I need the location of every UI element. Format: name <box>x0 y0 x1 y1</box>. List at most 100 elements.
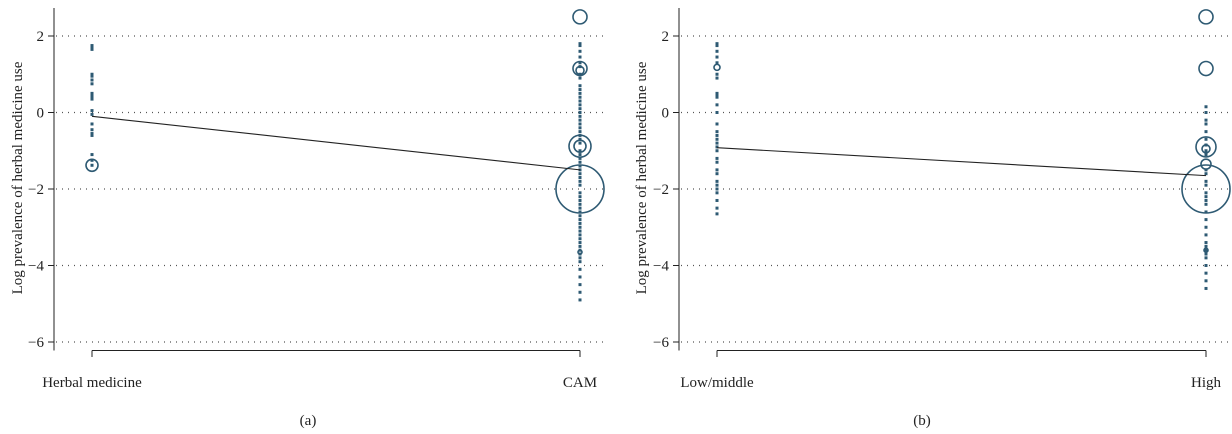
data-point <box>578 91 582 95</box>
x-tick-label: Low/middle <box>680 375 754 391</box>
data-point <box>715 145 719 149</box>
y-tick-label: −4 <box>653 259 669 275</box>
data-point <box>578 126 582 130</box>
data-bubble <box>573 139 587 153</box>
data-point <box>1204 118 1208 122</box>
data-point <box>715 91 719 95</box>
data-point <box>90 112 94 116</box>
data-point <box>578 156 582 160</box>
data-point <box>578 198 582 202</box>
data-point <box>90 97 94 101</box>
y-tick-label: −6 <box>28 335 44 351</box>
data-point <box>1204 137 1208 141</box>
data-point <box>578 176 582 180</box>
data-point <box>715 149 719 153</box>
data-point <box>1204 248 1208 252</box>
data-point <box>90 122 94 126</box>
data-point <box>715 111 719 114</box>
data-point <box>90 153 94 157</box>
data-bubble <box>568 134 592 158</box>
data-point <box>90 91 94 95</box>
data-point <box>578 95 582 99</box>
data-point <box>1204 179 1208 183</box>
data-point <box>90 128 94 132</box>
data-bubble <box>1198 9 1214 25</box>
data-point <box>578 160 582 164</box>
data-point <box>578 179 582 183</box>
data-point <box>715 137 719 141</box>
chart-panel-2: 2 0 −2 −4 −6 Low/middle High Log prevalence of … <box>634 8 1231 429</box>
data-point <box>715 212 719 216</box>
data-point <box>715 122 719 126</box>
data-point <box>1204 202 1208 206</box>
data-point <box>578 233 582 237</box>
data-point <box>1204 210 1208 214</box>
data-point <box>578 103 582 107</box>
data-point <box>578 118 582 122</box>
data-point <box>578 260 582 264</box>
y-tick-label: −4 <box>28 259 44 275</box>
data-point <box>578 221 582 225</box>
data-point <box>578 149 582 153</box>
data-point <box>715 206 719 210</box>
data-point <box>715 42 719 46</box>
data-bubble <box>1203 247 1209 253</box>
data-point <box>90 158 94 162</box>
data-point <box>715 198 719 202</box>
data-point <box>1204 252 1208 256</box>
data-point <box>578 107 582 111</box>
data-bubble <box>1200 158 1212 170</box>
data-point <box>578 122 582 126</box>
y-tick-label: −2 <box>653 182 669 198</box>
y-axis-label: Log prevalence of herbal medicine use <box>634 61 650 294</box>
y-tick-label: 2 <box>37 29 45 45</box>
data-bubble <box>713 63 721 72</box>
data-point <box>1204 233 1208 237</box>
data-point <box>1204 183 1208 187</box>
data-point <box>90 74 94 78</box>
data-point <box>578 229 582 233</box>
data-point <box>715 172 719 176</box>
data-point <box>715 168 719 172</box>
data-point <box>715 160 719 164</box>
data-point <box>90 44 94 48</box>
data-point <box>1204 153 1208 157</box>
data-point <box>578 237 582 241</box>
data-point <box>90 72 94 76</box>
data-bubble <box>572 60 588 77</box>
data-point <box>90 93 94 97</box>
data-point <box>578 130 582 134</box>
data-point <box>578 267 582 271</box>
data-point <box>578 256 582 260</box>
data-point <box>90 82 94 86</box>
y-tick-label: 0 <box>662 106 670 122</box>
data-bubble <box>85 158 99 173</box>
data-bubble <box>577 249 583 255</box>
data-point <box>715 72 719 76</box>
data-point <box>578 244 582 248</box>
data-point <box>578 99 582 103</box>
fitted-line <box>91 115 581 171</box>
data-point <box>578 298 582 302</box>
data-point <box>578 290 582 294</box>
data-point <box>1204 130 1208 134</box>
data-point <box>578 76 582 80</box>
data-point <box>715 76 719 80</box>
data-bubble <box>575 65 585 76</box>
data-point <box>578 225 582 229</box>
data-bubble <box>555 164 605 214</box>
data-point <box>1204 286 1208 290</box>
x-tick-label: High <box>1191 375 1222 391</box>
data-point <box>715 179 719 183</box>
x-tick-label: Herbal medicine <box>42 375 142 391</box>
data-point <box>578 42 582 46</box>
data-point <box>90 132 94 136</box>
data-point <box>578 88 582 92</box>
data-point <box>1204 279 1208 283</box>
data-point <box>90 133 94 137</box>
data-point <box>90 45 94 49</box>
data-point <box>715 183 719 187</box>
data-point <box>578 172 582 176</box>
data-point <box>1204 225 1208 229</box>
